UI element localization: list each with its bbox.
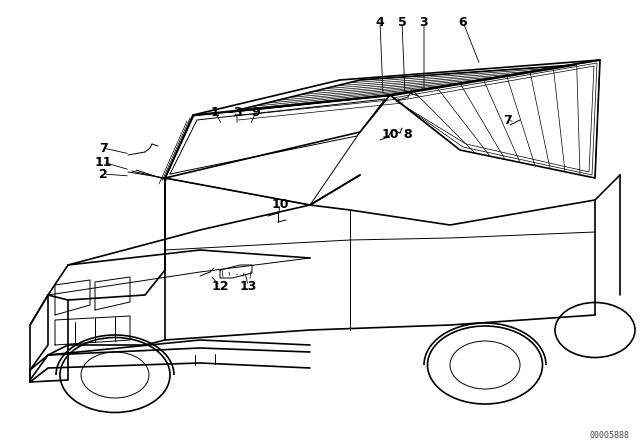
Text: 10: 10	[271, 198, 289, 211]
Text: 11: 11	[94, 155, 112, 168]
Text: 5: 5	[397, 16, 406, 29]
Text: 6: 6	[459, 16, 467, 29]
Text: 8: 8	[404, 129, 412, 142]
Text: 2: 2	[99, 168, 108, 181]
Text: 4: 4	[376, 16, 385, 29]
Text: 10: 10	[381, 129, 399, 142]
Text: 7: 7	[99, 142, 108, 155]
Text: 1: 1	[211, 105, 220, 119]
Text: 9: 9	[252, 105, 260, 119]
Text: 7: 7	[504, 113, 513, 126]
Text: 3: 3	[420, 16, 428, 29]
Text: 12: 12	[211, 280, 228, 293]
Text: 3: 3	[233, 105, 241, 119]
Text: 13: 13	[239, 280, 257, 293]
Text: 00005888: 00005888	[590, 431, 630, 440]
